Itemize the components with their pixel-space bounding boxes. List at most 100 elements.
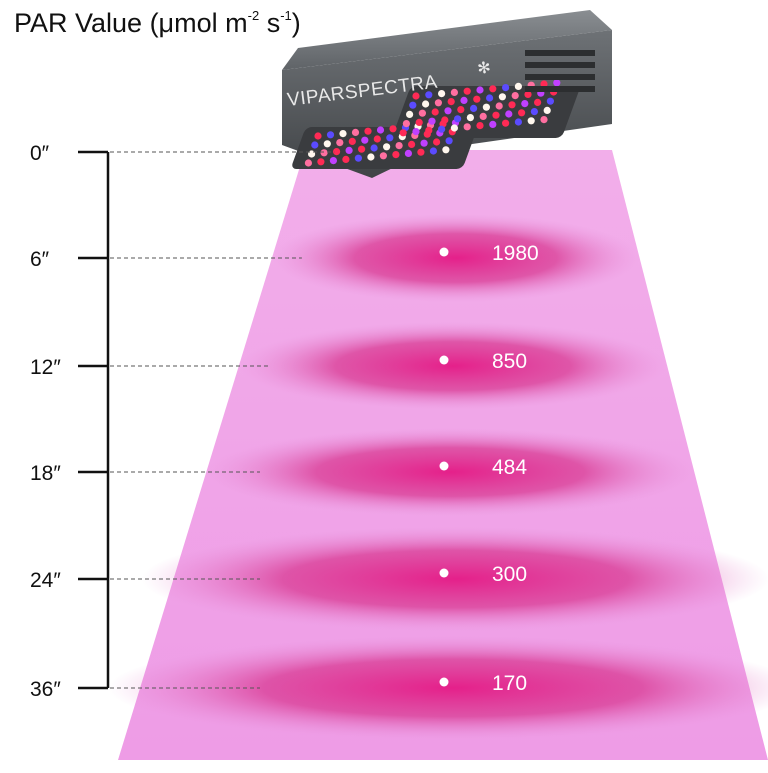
led <box>351 128 360 136</box>
led <box>540 116 548 124</box>
led <box>354 154 362 162</box>
led <box>514 118 523 126</box>
led <box>425 126 433 134</box>
led <box>420 139 428 147</box>
led <box>457 106 465 114</box>
led <box>438 125 446 133</box>
par-value-label: 170 <box>492 672 527 695</box>
led <box>342 155 350 163</box>
led <box>518 109 526 117</box>
tick-label: 0″ <box>30 142 50 165</box>
led <box>450 124 458 132</box>
led <box>364 127 372 135</box>
intensity-spots <box>108 214 768 740</box>
led <box>463 123 471 131</box>
led <box>317 158 325 166</box>
led <box>429 147 437 155</box>
led <box>314 132 322 140</box>
housing-top <box>282 10 612 70</box>
led <box>486 94 494 102</box>
tick-label: 12″ <box>30 356 61 379</box>
par-value-label: 484 <box>492 456 527 479</box>
intensity-spot <box>238 322 668 410</box>
led <box>508 101 516 109</box>
led <box>326 131 335 139</box>
par-point <box>439 247 449 257</box>
led <box>339 130 347 138</box>
tick-label: 6″ <box>30 248 50 271</box>
led <box>447 98 455 106</box>
led <box>502 119 510 127</box>
led <box>442 146 450 154</box>
par-point <box>439 677 449 687</box>
led <box>417 148 425 156</box>
led <box>476 122 484 130</box>
par-point <box>439 568 449 578</box>
led <box>495 102 503 110</box>
led <box>445 137 453 145</box>
led <box>329 157 337 165</box>
par-value-label: 850 <box>492 350 527 373</box>
led <box>524 90 532 98</box>
intensity-spot <box>206 428 695 516</box>
led <box>320 149 328 157</box>
led <box>433 138 441 146</box>
led <box>404 149 412 157</box>
led <box>412 92 420 100</box>
led <box>444 107 452 115</box>
led <box>383 143 391 151</box>
led <box>489 85 497 93</box>
led <box>470 104 478 112</box>
led <box>370 144 378 152</box>
led <box>527 117 535 125</box>
led <box>373 135 381 143</box>
led <box>376 126 385 134</box>
led <box>399 129 407 137</box>
led <box>505 110 513 118</box>
led <box>386 134 394 142</box>
tick-label: 24″ <box>30 569 61 592</box>
led <box>482 103 490 111</box>
led <box>323 140 331 148</box>
led <box>348 137 356 145</box>
led <box>425 91 433 99</box>
led <box>438 90 446 98</box>
led <box>511 92 519 100</box>
led <box>333 148 341 156</box>
led <box>395 142 403 150</box>
led <box>304 159 312 167</box>
led <box>422 100 430 108</box>
led <box>492 111 500 119</box>
led <box>434 99 442 107</box>
led <box>473 95 481 103</box>
par-point <box>439 355 449 365</box>
led <box>441 116 449 124</box>
led <box>311 141 319 149</box>
led <box>361 136 369 144</box>
led <box>466 114 474 122</box>
par-value-label: 300 <box>492 563 527 586</box>
led <box>345 146 353 154</box>
led <box>418 109 426 117</box>
led <box>308 150 316 158</box>
led <box>514 82 523 90</box>
chart-title: PAR Value (μmol m-2 s-1) <box>14 8 301 38</box>
vent-slots <box>525 50 595 92</box>
led <box>460 96 468 104</box>
led <box>546 97 555 105</box>
grow-light-fixture: VIPARSPECTRA ✻ <box>282 10 612 178</box>
led <box>415 118 423 126</box>
led <box>428 117 436 125</box>
led <box>431 108 439 116</box>
tick-label: 36″ <box>30 678 61 701</box>
led <box>379 152 387 160</box>
led <box>409 101 417 109</box>
led <box>521 100 529 108</box>
par-point <box>439 461 449 471</box>
led <box>450 88 458 96</box>
led <box>454 115 462 123</box>
led <box>502 84 510 92</box>
led <box>412 128 420 136</box>
led <box>498 93 506 101</box>
led <box>530 108 539 116</box>
